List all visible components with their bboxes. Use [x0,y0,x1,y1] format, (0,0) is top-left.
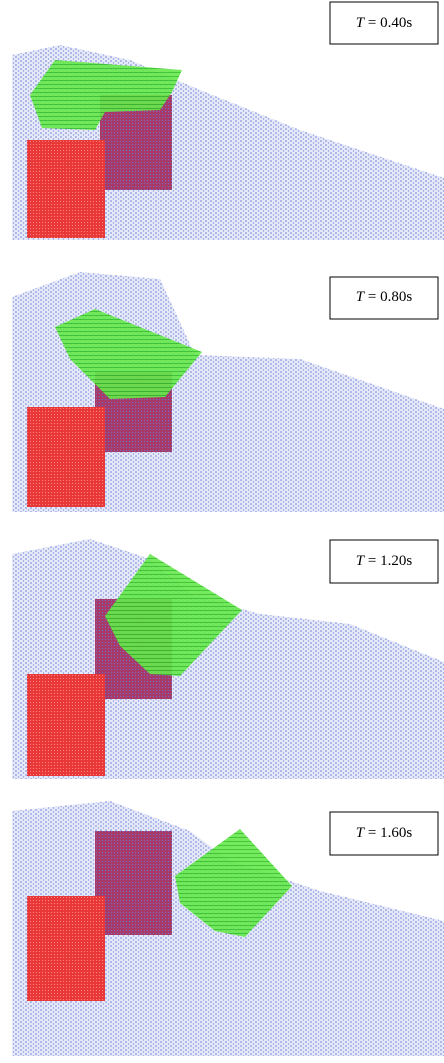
time-label: T = 0.80s [356,289,413,305]
time: = 1.60s [364,825,412,841]
time-label: T = 0.40s [356,15,413,31]
time-label: T = 1.20s [356,553,413,569]
panel: T = 1.60s [12,801,444,1056]
block [27,407,105,507]
block [27,674,105,776]
block [27,140,105,238]
figure: T = 0.40s T = 0.80s T = 1.20s T = 1.60s [0,0,444,1063]
panel: T = 0.80s [12,272,444,512]
panel: T = 0.40s [12,2,444,240]
block [95,831,172,935]
time-label: T = 1.60s [356,825,413,841]
time: = 0.40s [364,15,412,31]
time: = 0.80s [364,289,412,305]
panel: T = 1.20s [12,539,444,779]
block [27,896,105,1001]
time: = 1.20s [364,553,412,569]
